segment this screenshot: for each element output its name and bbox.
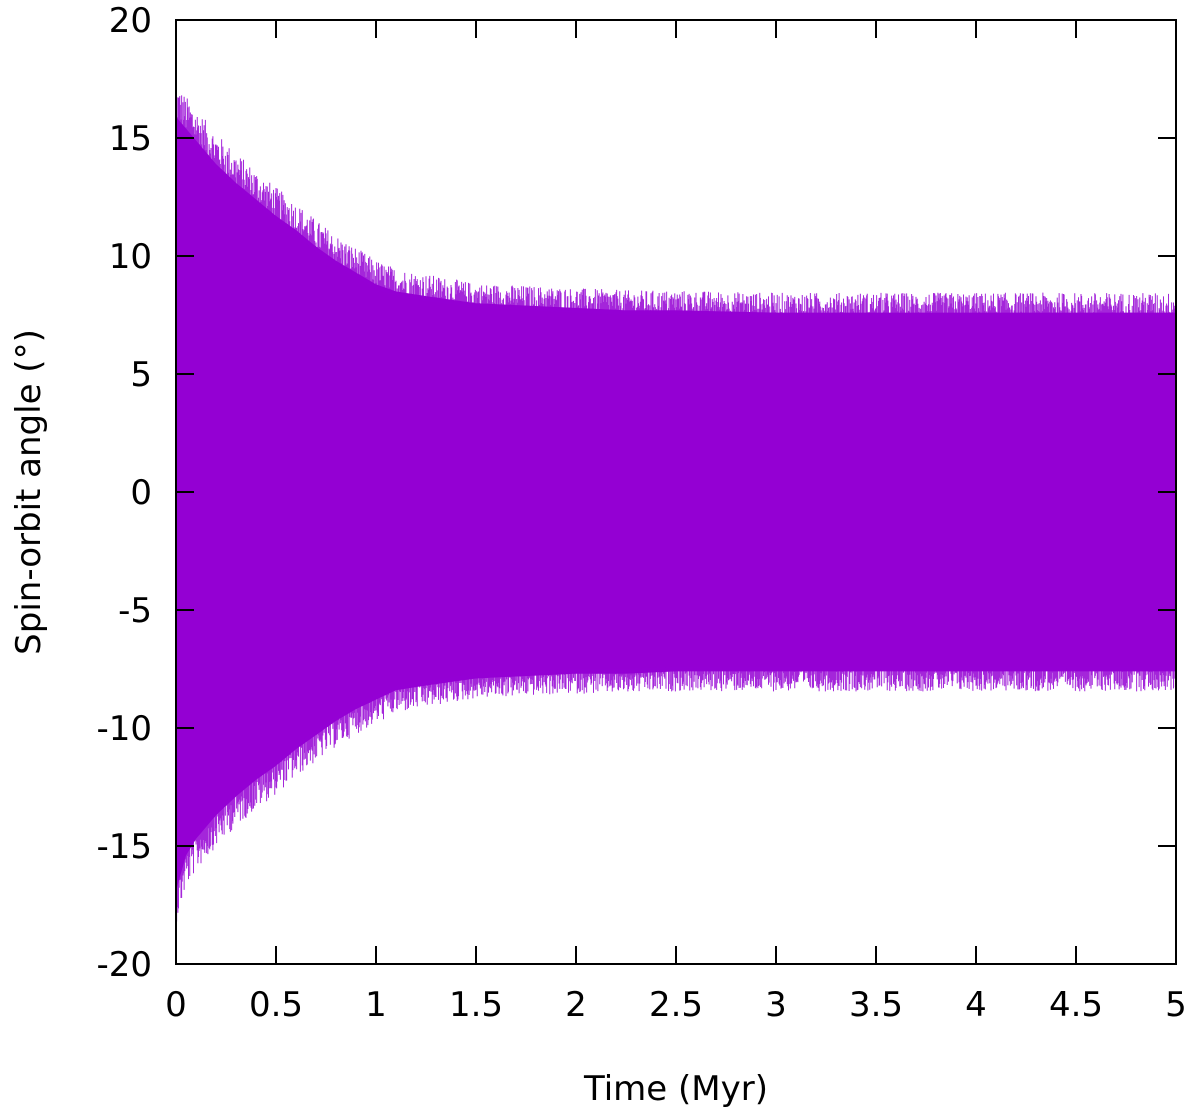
x-tick-label: 0.5 [249,985,303,1025]
x-tick-label: 3 [765,985,787,1025]
y-tick-label: 5 [130,355,152,395]
y-tick-label: -5 [118,591,152,631]
series-area-group [175,95,1177,922]
y-tick-label: 0 [130,473,152,513]
x-tick-label: 2.5 [649,985,703,1025]
x-ticks: 0 0.5 1 1.5 2 2.5 3 3.5 4 4.5 5 [165,20,1187,1025]
x-tick-label: 1.5 [449,985,503,1025]
x-tick-label: 0 [165,985,187,1025]
y-tick-label: -10 [96,709,152,749]
y-tick-label: 15 [109,119,152,159]
x-tick-label: 2 [565,985,587,1025]
y-tick-label: 10 [109,237,152,277]
x-tick-label: 4 [965,985,987,1025]
y-ticks: 20 15 10 5 0 -5 -10 -15 -20 [96,1,1176,985]
y-tick-label: 20 [109,1,152,41]
y-tick-label: -20 [96,945,152,985]
y-axis-title: Spin-orbit angle (°) [9,329,49,655]
series-area-fill [176,116,1176,891]
y-tick-label: -15 [96,827,152,867]
x-tick-label: 1 [365,985,387,1025]
x-tick-label: 5 [1165,985,1187,1025]
x-tick-label: 3.5 [849,985,903,1025]
x-tick-label: 4.5 [1049,985,1103,1025]
x-axis-title: Time (Myr) [583,1069,768,1109]
